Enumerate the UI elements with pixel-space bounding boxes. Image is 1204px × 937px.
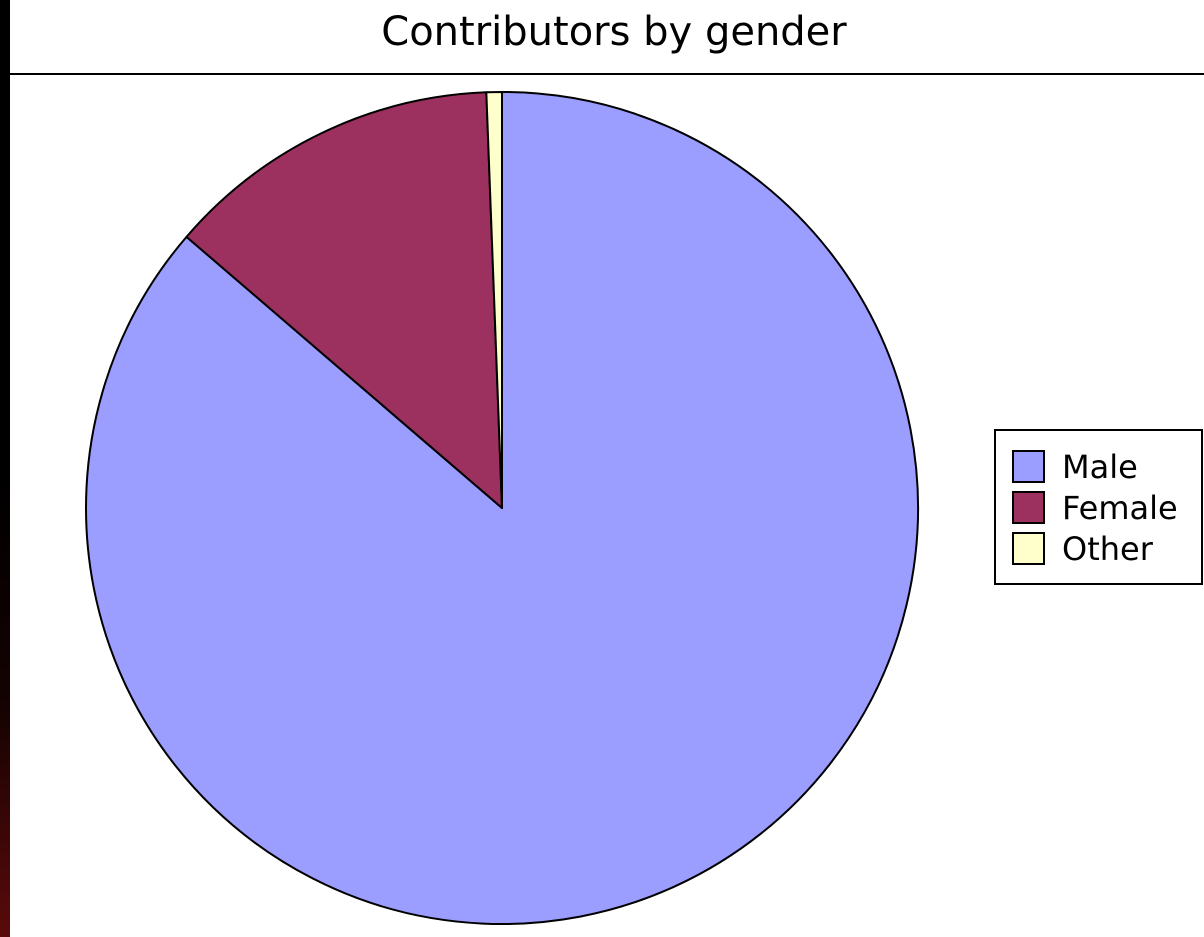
legend-label-other: Other [1062,530,1154,568]
legend-swatch-female [1012,491,1045,524]
chart-title: Contributors by gender [381,9,847,55]
pie-slice-female [185,91,503,509]
legend-label-male: Male [1062,448,1138,486]
pie-slice-other [485,91,503,509]
pie-slices [85,91,919,925]
legend-label-female: Female [1062,489,1178,527]
legend-swatch-male [1012,450,1045,483]
legend-swatch-other [1012,532,1045,565]
